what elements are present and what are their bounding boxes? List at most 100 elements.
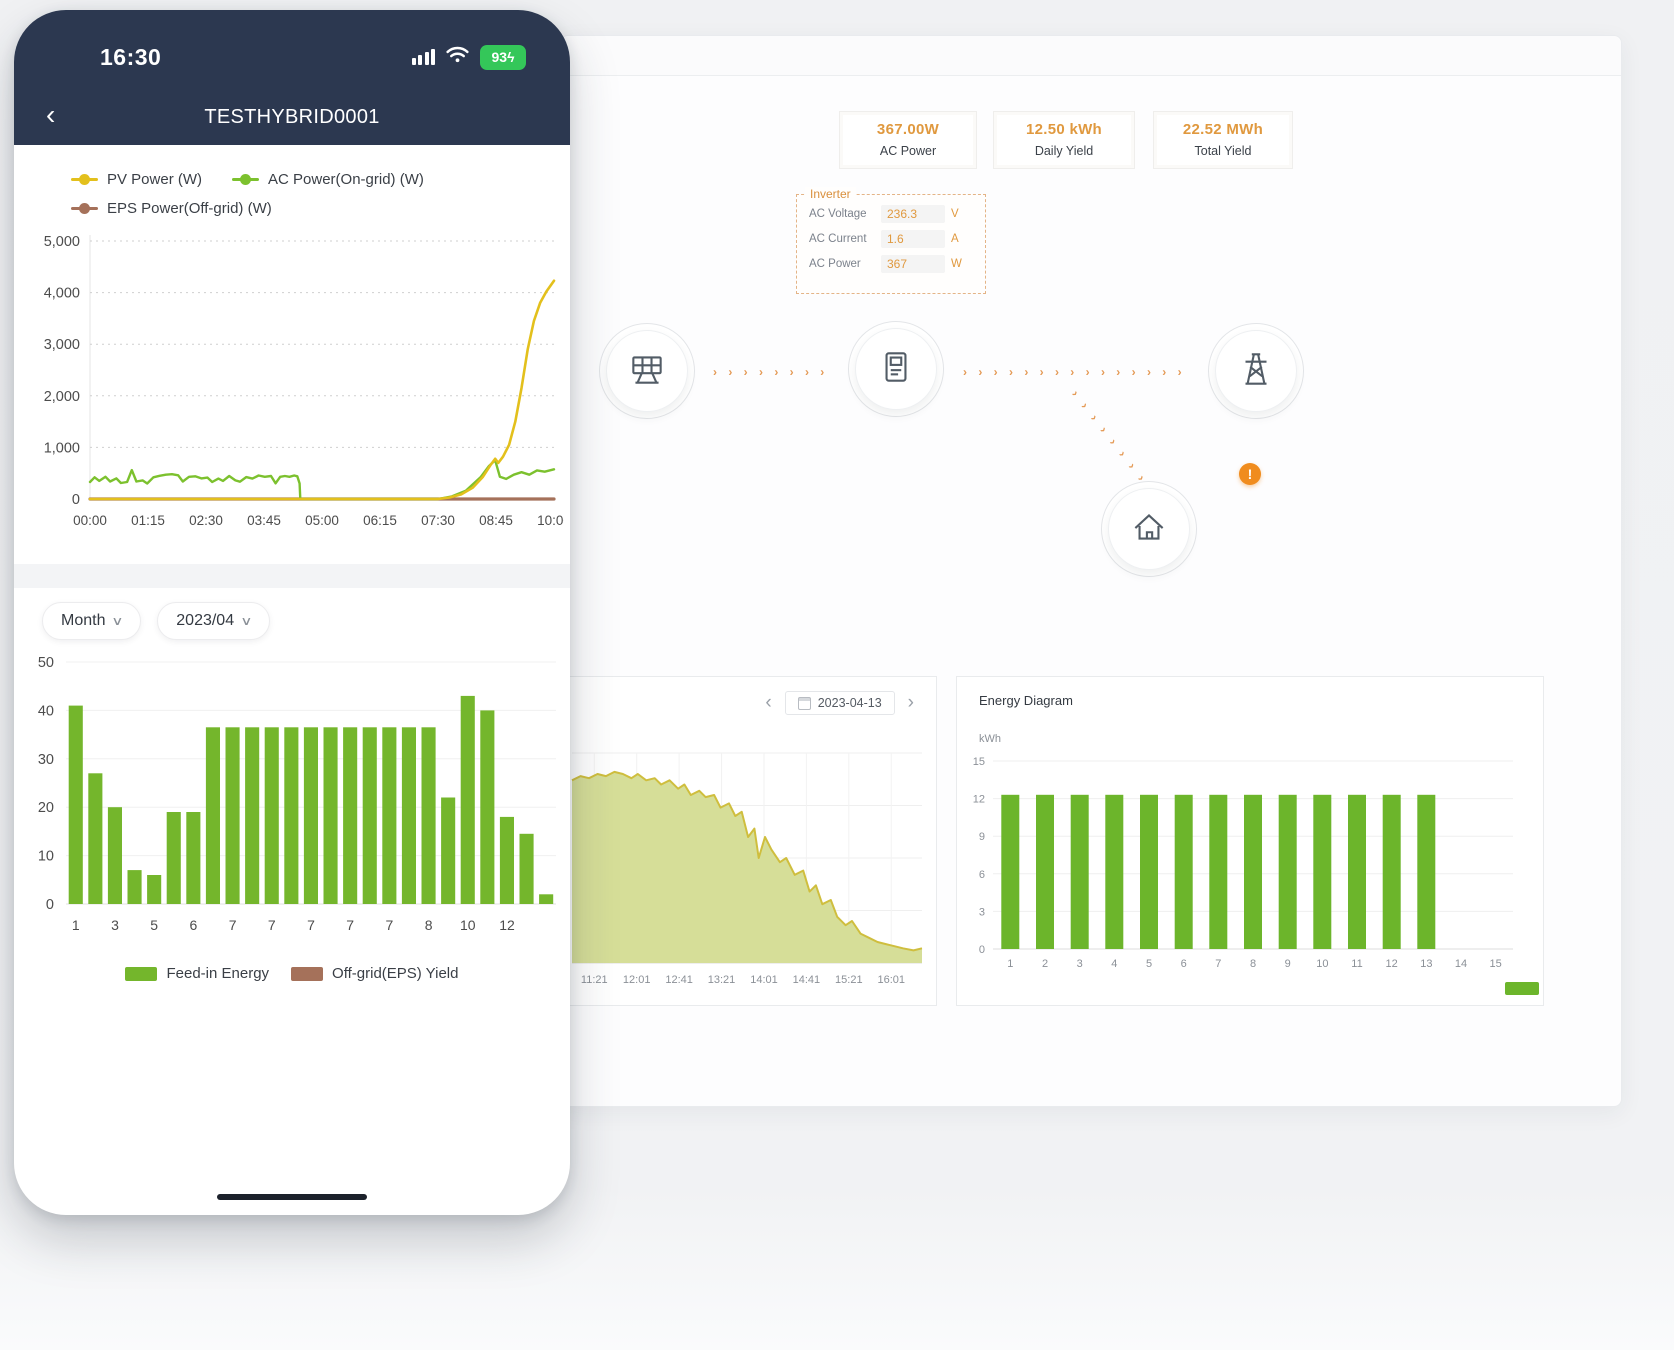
svg-text:7: 7 <box>346 917 354 933</box>
ac-power-value: 367.00W <box>876 121 940 138</box>
svg-text:12: 12 <box>499 917 515 933</box>
svg-text:9: 9 <box>979 831 985 843</box>
flow-node-grid <box>1208 323 1304 419</box>
svg-text:7: 7 <box>268 917 276 933</box>
svg-text:0: 0 <box>979 944 985 956</box>
svg-text:15: 15 <box>1490 958 1502 970</box>
ac-voltage-value: 236.3 <box>881 205 945 223</box>
svg-text:01:15: 01:15 <box>131 513 165 528</box>
svg-text:8: 8 <box>1250 958 1256 970</box>
legend-item-eps-power: EPS Power(Off-grid) (W) <box>71 200 272 217</box>
svg-text:5: 5 <box>1146 958 1152 970</box>
daily-yield-value: 12.50 kWh <box>1025 121 1103 138</box>
inverter-row-current: AC Current 1.6 A <box>809 230 959 248</box>
svg-text:20: 20 <box>38 800 54 816</box>
period-select[interactable]: Month ∨ <box>42 602 142 640</box>
legend-item-feed-in: Feed-in Energy <box>125 965 269 982</box>
ac-legend-marker <box>232 173 260 185</box>
svg-text:6: 6 <box>979 869 985 881</box>
inverter-row-voltage: AC Voltage 236.3 V <box>809 205 959 223</box>
legend-item-pv-power: PV Power (W) <box>71 171 202 188</box>
svg-text:30: 30 <box>38 752 54 768</box>
total-yield-value: 22.52 MWh <box>1182 121 1264 138</box>
daily-yield-label: Daily Yield <box>1034 144 1094 158</box>
phone-status-bar: 16:30 93ϟ <box>14 10 570 90</box>
inverter-icon <box>875 346 917 393</box>
svg-text:02:30: 02:30 <box>189 513 223 528</box>
svg-text:13: 13 <box>1420 958 1432 970</box>
svg-text:3: 3 <box>979 906 985 918</box>
monthly-chart-legend: Feed-in Energy Off-grid(EPS) Yield <box>14 965 570 982</box>
battery-icon: 93ϟ <box>480 44 526 70</box>
ac-current-value: 1.6 <box>881 230 945 248</box>
svg-text:16:01: 16:01 <box>877 974 905 986</box>
stat-card-total-yield: 22.52 MWh Total Yield <box>1153 111 1293 169</box>
phone-mockup: 16:30 93ϟ ‹ TESTHYBRID0001 PV Power (W) <box>14 10 570 1215</box>
svg-text:3: 3 <box>1077 958 1083 970</box>
svg-text:12: 12 <box>1386 958 1398 970</box>
calendar-icon <box>797 696 811 710</box>
home-icon <box>1128 506 1170 553</box>
svg-text:11:21: 11:21 <box>581 974 608 986</box>
alert-warning-badge[interactable]: ! <box>1239 463 1261 485</box>
legend-item-eps-yield: Off-grid(EPS) Yield <box>291 965 459 982</box>
section-divider <box>14 564 570 588</box>
svg-text:14:01: 14:01 <box>750 974 778 986</box>
cellular-signal-icon <box>411 49 435 65</box>
svg-text:7: 7 <box>229 917 237 933</box>
eps-legend-marker <box>71 202 98 214</box>
stat-card-ac-power: 367.00W AC Power <box>839 111 977 169</box>
ac-power-label: AC Power <box>879 144 937 158</box>
date-picker-value: 2023-04-13 <box>817 696 882 710</box>
svg-text:00:00: 00:00 <box>73 513 107 528</box>
svg-text:2: 2 <box>1042 958 1048 970</box>
solar-panel-icon <box>626 348 668 395</box>
inverter-panel-title: Inverter <box>805 187 856 201</box>
svg-text:10: 10 <box>460 917 476 933</box>
svg-text:4,000: 4,000 <box>44 286 80 302</box>
desktop-dashboard: 367.00W AC Power 12.50 kWh Daily Yield 2… <box>560 35 1622 1107</box>
legend-item-ac-power: AC Power(On-grid) (W) <box>232 171 424 188</box>
svg-text:15:21: 15:21 <box>835 974 863 986</box>
svg-text:4: 4 <box>1111 958 1117 970</box>
back-button[interactable]: ‹ <box>46 98 56 130</box>
inverter-row-power: AC Power 367 W <box>809 255 962 273</box>
flow-node-home <box>1101 481 1197 577</box>
svg-text:10: 10 <box>1316 958 1328 970</box>
svg-text:06:15: 06:15 <box>363 513 397 528</box>
flow-node-pv <box>599 323 695 419</box>
date-picker[interactable]: 2023-04-13 <box>784 691 895 715</box>
svg-text:15: 15 <box>973 756 985 768</box>
energy-unit-label: kWh <box>979 733 1001 745</box>
svg-text:1: 1 <box>72 917 80 933</box>
svg-text:7: 7 <box>386 917 394 933</box>
svg-text:7: 7 <box>1215 958 1221 970</box>
energy-diagram-panel: Energy Diagram kWh 0 3 6 9 12 15 1 2 3 4 5 6 7 8 9 10 11… <box>956 676 1544 1006</box>
wifi-icon <box>445 45 470 69</box>
clock: 16:30 <box>100 43 162 70</box>
svg-text:7: 7 <box>307 917 315 933</box>
svg-text:50: 50 <box>38 655 54 671</box>
device-title: TESTHYBRID0001 <box>204 106 380 128</box>
chevron-down-icon: ∨ <box>111 614 125 628</box>
energy-legend-swatch <box>1505 982 1539 995</box>
chevron-down-icon: ∨ <box>240 614 253 628</box>
feed-in-swatch <box>125 966 158 981</box>
month-select[interactable]: 2023/04 ∨ <box>157 602 270 640</box>
svg-text:05:00: 05:00 <box>305 513 339 528</box>
svg-text:12:41: 12:41 <box>665 974 693 986</box>
daily-power-area-chart: 11:21 12:01 12:41 13:21 14:01 14:41 15:21 16:01 <box>570 735 936 1008</box>
prev-day-button[interactable]: ‹ <box>765 692 772 713</box>
svg-text:12:01: 12:01 <box>623 974 651 986</box>
ac-power-row-value: 367 <box>881 255 945 273</box>
home-indicator[interactable] <box>217 1194 367 1200</box>
svg-text:3: 3 <box>111 917 119 933</box>
svg-text:40: 40 <box>38 703 54 719</box>
svg-text:0: 0 <box>72 492 80 508</box>
desktop-toolbar <box>561 36 1621 76</box>
svg-text:03:45: 03:45 <box>247 513 281 528</box>
next-day-button[interactable]: › <box>907 692 914 713</box>
energy-diagram-title: Energy Diagram <box>979 693 1073 708</box>
svg-text:3,000: 3,000 <box>44 337 80 353</box>
svg-text:9: 9 <box>1285 958 1291 970</box>
